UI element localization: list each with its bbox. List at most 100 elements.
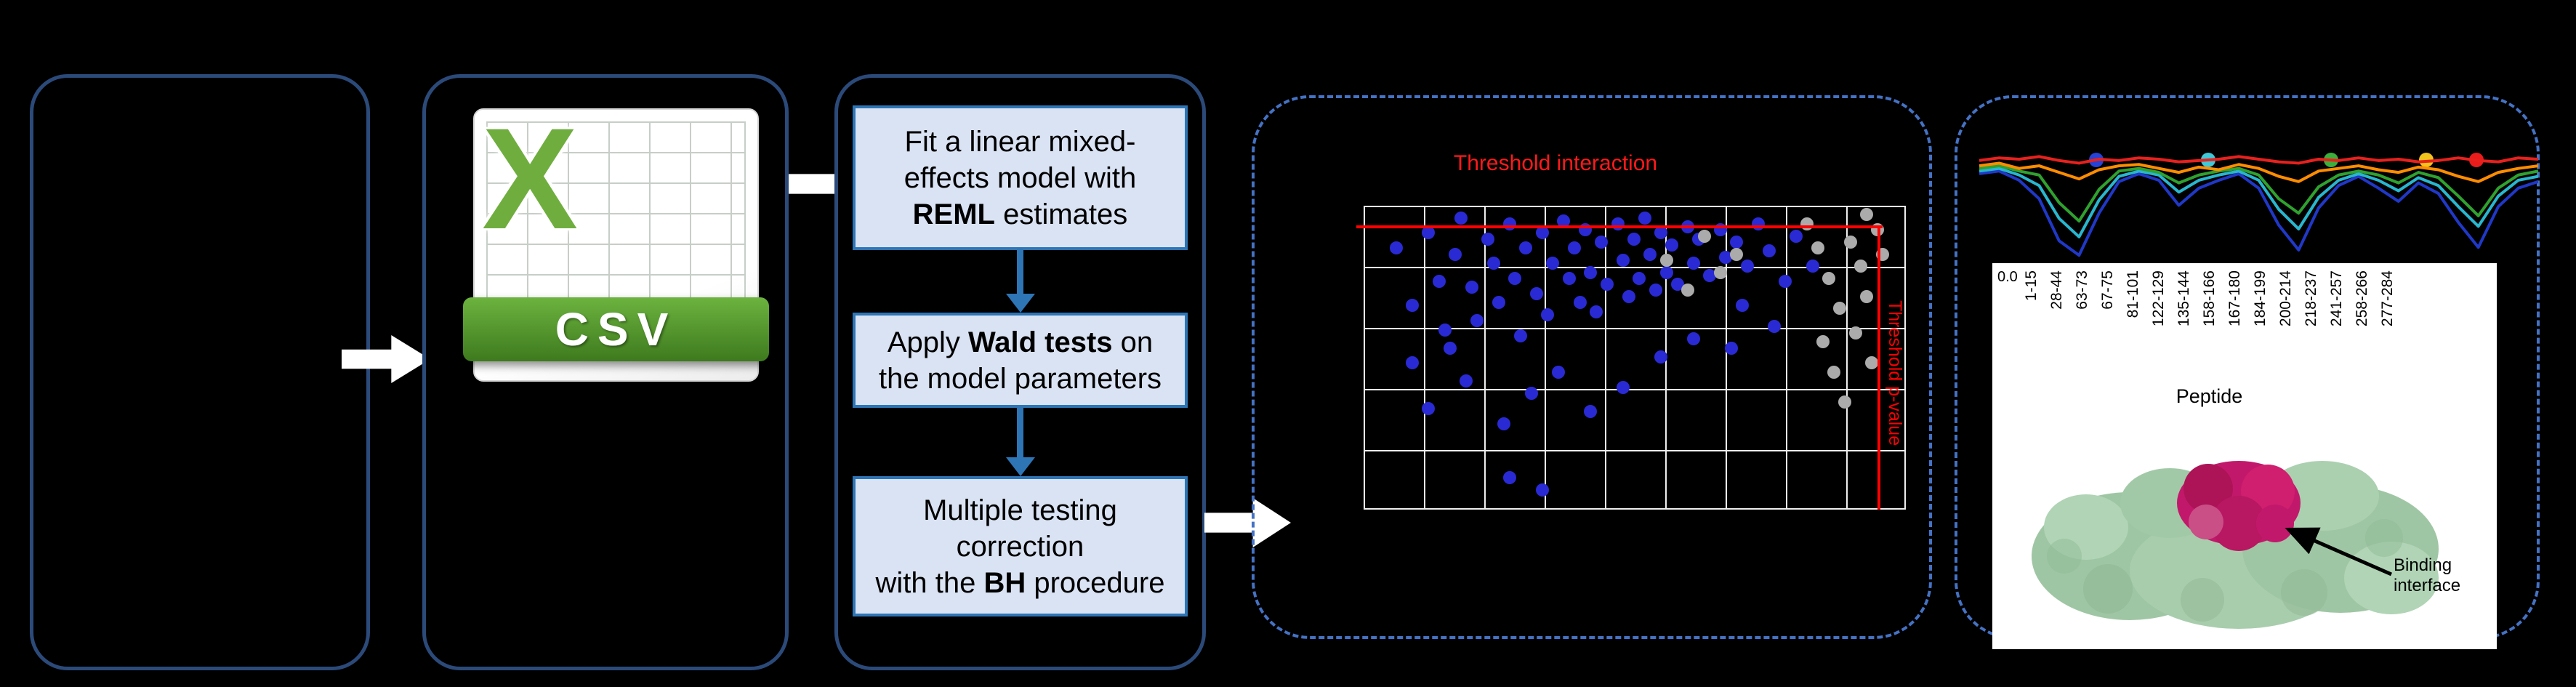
scatter-point: [1584, 404, 1598, 418]
scatter-point: [1449, 247, 1462, 261]
step-wald-line2: the model parameters: [878, 362, 1162, 395]
binding-interface-label: Binding interface: [2394, 555, 2503, 595]
scatter-point: [1822, 271, 1835, 285]
profile-line-orange: [1979, 163, 2538, 181]
peptide-tick: 122-129: [2146, 270, 2171, 326]
threshold-interaction-line: [1356, 225, 1883, 228]
scatter-point: [1502, 217, 1516, 230]
scatter-point: [1854, 260, 1868, 273]
peptide-tick-label: 218-237: [2302, 270, 2319, 327]
scatter-point: [1654, 350, 1668, 363]
scatter-point: [1465, 281, 1478, 294]
protein-structure: [2032, 461, 2439, 629]
scatter-point: [1422, 401, 1436, 415]
scatter-point: [1724, 341, 1738, 355]
scatter-point: [1497, 417, 1511, 430]
scatter-point: [1649, 284, 1662, 297]
step-bh-box: Multiple testing correction with the BH …: [853, 476, 1188, 616]
excel-x-letter: X: [482, 98, 579, 259]
flow-arrow-2-icon: [1005, 408, 1035, 476]
step-bh-line3a: with the: [875, 566, 984, 599]
binding-interface-line2: interface: [2394, 575, 2461, 595]
scatter-point: [1546, 257, 1560, 270]
peptide-tick: 277-284: [2375, 270, 2400, 326]
scatter-point: [1703, 268, 1717, 282]
scatter-point: [1502, 471, 1516, 485]
scatter-point: [1638, 211, 1651, 225]
scatter-point: [1627, 232, 1641, 246]
scatter-point: [1422, 226, 1436, 240]
peptide-tick-label: 1-15: [2022, 270, 2040, 302]
scatter-point: [1568, 241, 1582, 255]
scatter-point: [1752, 217, 1766, 230]
profile-line-blue: [1979, 171, 2538, 255]
peptide-tick: 158-166: [2197, 270, 2222, 326]
scatter-point: [1622, 289, 1635, 303]
scatter-point: [1654, 226, 1668, 240]
peptide-tick: 184-199: [2247, 270, 2273, 326]
peptide-tick: 241-257: [2324, 270, 2349, 326]
peptide-tick: 81-101: [2120, 270, 2146, 318]
peptide-tick-label: 28-44: [2048, 270, 2065, 310]
scatter-point: [1562, 271, 1576, 285]
scatter-point: [1730, 235, 1744, 249]
scatter-point: [1508, 271, 1522, 285]
model-panel: Fit a linear mixed- effects model with R…: [834, 74, 1206, 670]
step-bh-line1: Multiple testing: [923, 494, 1117, 526]
peptide-axis-title: Peptide: [2175, 385, 2243, 407]
scatter-point: [1659, 253, 1673, 267]
scatter-point: [1454, 211, 1468, 225]
scatter-point: [1659, 265, 1673, 279]
peptide-tick-label: 167-180: [2226, 270, 2243, 327]
csv-ribbon-label: CSV: [463, 297, 769, 361]
step-reml-text: Fit a linear mixed- effects model with R…: [904, 124, 1136, 233]
scatter-point: [1524, 386, 1538, 400]
scatter-point: [1444, 341, 1457, 355]
scatter-point: [1540, 308, 1554, 321]
scatter-point: [1584, 265, 1598, 279]
step-wald-text: Apply Wald tests on the model parameters: [879, 324, 1162, 397]
peptide-tick: 258-266: [2349, 270, 2375, 326]
scatter-point: [1589, 305, 1603, 318]
scatter-point: [1811, 241, 1824, 255]
step-wald-line1a: Apply: [887, 326, 968, 358]
scatter-point: [1405, 356, 1419, 370]
scatter-point: [1686, 332, 1700, 346]
peptide-profile-chart: [1979, 132, 2538, 263]
step-bh-text: Multiple testing correction with the BH …: [876, 492, 1165, 601]
scatter-point: [1433, 275, 1446, 288]
scatter-point: [1481, 232, 1495, 246]
step-reml-line2: effects model with: [903, 161, 1137, 194]
scatter-point: [1859, 289, 1873, 303]
scatter-point: [1843, 235, 1857, 249]
scatter-point: [1859, 208, 1873, 222]
spreadsheet-grid: [486, 121, 746, 299]
scatter-point: [1600, 278, 1614, 292]
step-reml-bold: REML: [912, 198, 995, 230]
peptide-tick: 167-180: [2222, 270, 2247, 326]
peptide-tick-label: 200-214: [2277, 270, 2294, 327]
scatter-point: [1735, 299, 1749, 313]
scatter-point: [1714, 265, 1728, 279]
scatter-point: [1849, 326, 1863, 340]
flow-arrow-1-icon: [1005, 250, 1035, 313]
peptide-tick: 63-73: [2069, 270, 2095, 310]
scatter-point: [1790, 229, 1803, 243]
scatter-point: [1573, 296, 1587, 310]
csv-page: X CSV: [463, 100, 769, 382]
peptide-axis-panel: 0.0 1-15 28-44 63-73 67-75 81-101 122-129 135-…: [1992, 263, 2497, 649]
scatter-point: [1460, 374, 1473, 388]
peptide-tick-label: 184-199: [2251, 270, 2269, 327]
peptide-tick-label: 81-101: [2124, 270, 2141, 318]
scatter-point: [1535, 483, 1549, 497]
peptide-tick-label: 63-73: [2073, 270, 2090, 310]
scatter-point: [1806, 260, 1819, 273]
scatter-point: [1865, 356, 1879, 370]
peptide-tick-labels: 1-15 28-44 63-73 67-75 81-101 122-129 135-144 1…: [2018, 270, 2400, 326]
peptide-tick: 200-214: [2273, 270, 2298, 326]
profile-line-cyan: [1979, 169, 2538, 237]
scatter-point: [1535, 226, 1549, 240]
scatter-point: [1838, 395, 1852, 409]
peptide-tick: 135-144: [2171, 270, 2197, 326]
profile-line-green: [1979, 166, 2538, 221]
